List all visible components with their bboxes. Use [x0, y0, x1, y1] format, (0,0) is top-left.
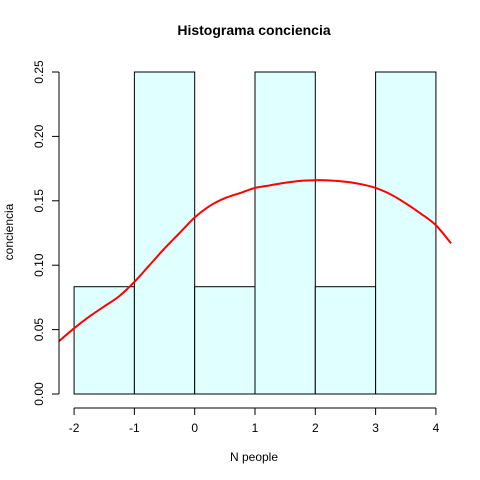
- y-axis: 0.00 0.05 0.10 0.15 0.20 0.25: [32, 60, 60, 406]
- y-tick-label: 0.15: [32, 189, 46, 213]
- histogram-bar-5: [314, 286, 377, 395]
- histogram-bars: [73, 71, 437, 395]
- x-tick-label: 3: [372, 421, 379, 435]
- histogram-bar-3: [194, 286, 256, 395]
- histogram-bar-1: [73, 286, 135, 395]
- y-tick-label: 0.20: [32, 124, 46, 148]
- y-tick-label: 0.00: [32, 382, 46, 406]
- x-tick-label: 0: [191, 421, 198, 435]
- x-axis-label: N people: [230, 450, 278, 464]
- x-tick-label: 2: [312, 421, 319, 435]
- chart-title: Histograma conciencia: [177, 22, 330, 38]
- x-tick-label: 4: [433, 421, 440, 435]
- histogram-bar-6: [375, 71, 437, 395]
- density-curve: [58, 179, 452, 342]
- y-tick-label: 0.10: [32, 253, 46, 277]
- histogram-bar-2: [133, 71, 196, 395]
- x-tick-label: -2: [69, 421, 80, 435]
- y-tick-label: 0.25: [32, 60, 46, 84]
- y-axis-label: conciencia: [2, 203, 16, 260]
- x-tick-label: 1: [252, 421, 259, 435]
- histogram-bar-4: [254, 71, 316, 395]
- x-tick-label: -1: [129, 421, 140, 435]
- x-axis: -2 -1 0 1 2 3 4: [69, 407, 440, 435]
- y-tick-label: 0.05: [32, 318, 46, 342]
